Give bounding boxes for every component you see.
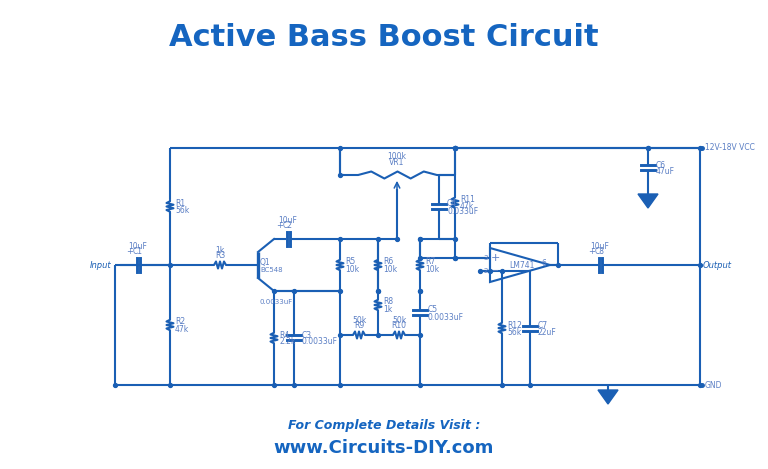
Text: +: + — [490, 252, 500, 263]
Text: R2: R2 — [175, 318, 185, 326]
Text: R1: R1 — [175, 199, 185, 208]
Text: 2: 2 — [484, 268, 488, 274]
Text: 50k: 50k — [392, 316, 406, 325]
Text: 10uF: 10uF — [591, 242, 610, 251]
Text: 0.0033uF: 0.0033uF — [260, 299, 293, 305]
Polygon shape — [598, 390, 618, 404]
Text: GND: GND — [705, 380, 723, 389]
Text: C6: C6 — [656, 160, 666, 169]
Text: www.Circuits-DIY.com: www.Circuits-DIY.com — [274, 439, 494, 457]
Polygon shape — [638, 194, 658, 208]
Text: R12: R12 — [507, 320, 522, 330]
Text: 3: 3 — [484, 255, 488, 260]
Text: 1k: 1k — [215, 246, 224, 255]
Text: 1k: 1k — [383, 304, 392, 313]
Text: R10: R10 — [392, 321, 406, 330]
Text: VR1: VR1 — [389, 158, 405, 167]
Text: C8: C8 — [595, 247, 605, 256]
Text: LM741: LM741 — [509, 260, 535, 270]
Text: C7: C7 — [538, 320, 548, 330]
Text: C5: C5 — [428, 305, 438, 315]
Text: Input: Input — [89, 260, 111, 270]
Text: R11: R11 — [460, 195, 475, 204]
Text: +: + — [276, 221, 283, 230]
Text: Q1: Q1 — [260, 257, 270, 266]
Text: 100k: 100k — [388, 152, 406, 161]
Text: 2.2k: 2.2k — [279, 338, 296, 347]
Text: R6: R6 — [383, 257, 393, 266]
Polygon shape — [490, 248, 550, 282]
Text: 56k: 56k — [507, 327, 521, 337]
Text: 50k: 50k — [352, 316, 366, 325]
Text: C3: C3 — [302, 331, 312, 340]
Text: Active Bass Boost Circuit: Active Bass Boost Circuit — [169, 23, 599, 53]
Text: R4: R4 — [279, 331, 290, 340]
Text: 10uF: 10uF — [128, 242, 147, 251]
Text: R8: R8 — [383, 297, 393, 307]
Text: 10k: 10k — [345, 265, 359, 273]
Text: 10k: 10k — [383, 265, 397, 273]
Text: 47k: 47k — [460, 202, 475, 211]
Text: C2: C2 — [283, 221, 293, 230]
Text: R7: R7 — [425, 257, 435, 266]
Text: 10k: 10k — [425, 265, 439, 273]
Text: 22uF: 22uF — [538, 327, 557, 337]
Text: 47k: 47k — [175, 325, 189, 333]
Text: +: + — [588, 247, 595, 256]
Text: 12V-18V VCC: 12V-18V VCC — [705, 144, 755, 152]
Text: 47uF: 47uF — [656, 167, 675, 176]
Text: 0.0033uF: 0.0033uF — [428, 312, 464, 322]
Text: 0.033uF: 0.033uF — [447, 206, 478, 215]
Text: BC548: BC548 — [260, 267, 283, 273]
Text: R5: R5 — [345, 257, 356, 266]
Text: 6: 6 — [541, 258, 547, 267]
Text: C4: C4 — [447, 199, 457, 209]
Text: +: + — [127, 247, 134, 256]
Text: R3: R3 — [215, 251, 225, 260]
Text: 10uF: 10uF — [279, 216, 297, 225]
Text: For Complete Details Visit :: For Complete Details Visit : — [288, 418, 480, 431]
Text: 0.0033uF: 0.0033uF — [302, 338, 338, 347]
Text: Output: Output — [703, 260, 732, 270]
Text: R9: R9 — [354, 321, 364, 330]
Text: −: − — [490, 266, 500, 276]
Text: C1: C1 — [133, 247, 143, 256]
Text: 56k: 56k — [175, 206, 189, 215]
